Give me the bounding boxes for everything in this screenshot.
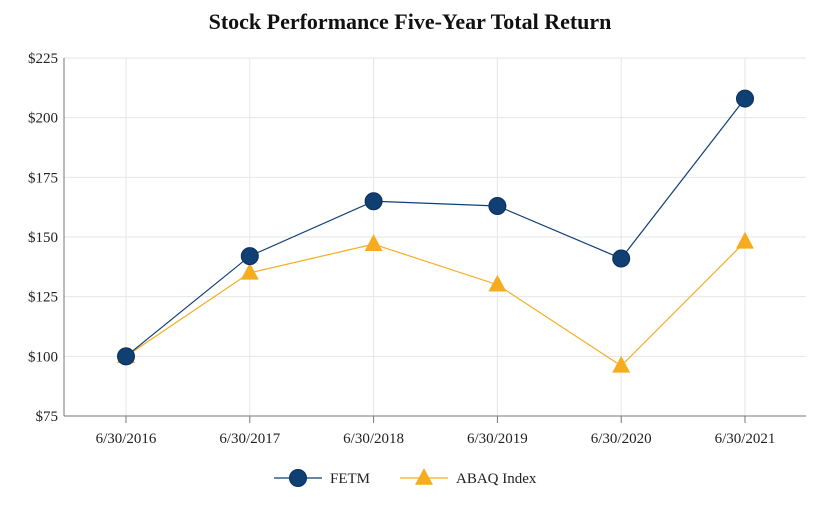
x-tick-label: 6/30/2019: [467, 431, 528, 447]
y-tick-label: $225: [28, 51, 58, 67]
y-tick-label: $100: [28, 349, 58, 365]
data-point-abaq-index: [736, 231, 754, 249]
legend: FETM ABAQ Index: [274, 467, 537, 487]
data-point-fetm: [488, 196, 507, 215]
legend-marker-fetm: [289, 469, 307, 487]
y-tick-label: $125: [28, 290, 58, 306]
y-axis-ticks: $75 $100 $125 $150 $175 $200 $225: [28, 51, 58, 425]
series-line-abaq-index: [125, 241, 746, 367]
data-point-abaq-index: [488, 274, 507, 292]
x-tick-label: 6/30/2017: [219, 431, 280, 447]
y-tick-label: $175: [28, 170, 58, 186]
data-point-abaq-index: [612, 355, 631, 373]
x-axis-ticks: 6/30/2016 6/30/2017 6/30/2018 6/30/2019 6/30…: [96, 431, 776, 447]
y-tick-label: $200: [28, 111, 58, 127]
data-point-fetm: [736, 89, 754, 108]
x-tick-label: 6/30/2016: [96, 431, 157, 447]
legend-label-fetm: FETM: [330, 471, 370, 487]
x-tick-label: 6/30/2021: [715, 431, 776, 447]
series-markers: [117, 89, 754, 373]
legend-label-abaq-index: ABAQ Index: [456, 471, 537, 487]
legend-marker-abaq-index: [415, 467, 433, 485]
grid-lines: [64, 57, 806, 416]
data-point-fetm: [612, 249, 631, 268]
y-tick-label: $75: [36, 409, 59, 425]
y-tick-label: $150: [28, 230, 58, 246]
data-point-fetm: [117, 347, 135, 366]
series-lines: [125, 98, 746, 367]
x-tick-label: 6/30/2018: [343, 431, 404, 447]
data-point-abaq-index: [364, 234, 383, 251]
axes: [63, 58, 806, 423]
data-point-fetm: [364, 192, 383, 211]
data-point-abaq-index: [240, 262, 259, 280]
series-line-fetm: [125, 98, 746, 357]
x-tick-label: 6/30/2020: [591, 431, 652, 447]
chart-title: Stock Performance Five-Year Total Return: [208, 9, 612, 34]
data-point-fetm: [240, 247, 259, 266]
